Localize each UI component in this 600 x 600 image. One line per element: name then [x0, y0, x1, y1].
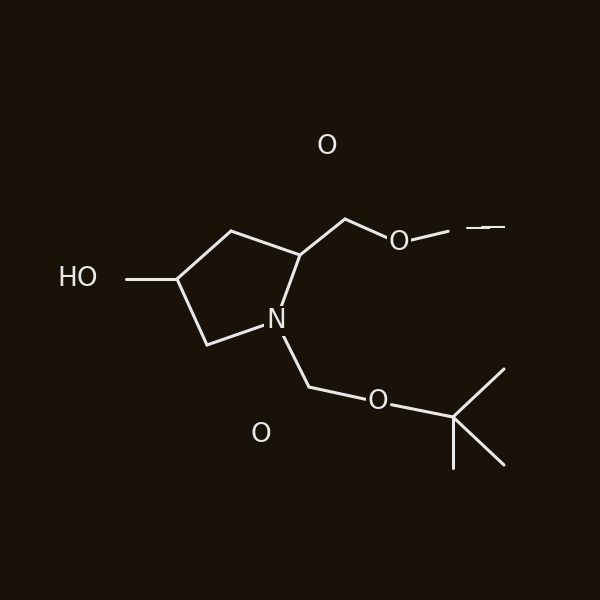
Text: HO: HO — [57, 266, 98, 292]
Text: O: O — [389, 230, 409, 256]
Text: —: — — [480, 214, 506, 241]
Text: O: O — [251, 422, 271, 448]
Text: O: O — [368, 389, 388, 415]
Text: O: O — [368, 389, 388, 415]
Text: O: O — [251, 422, 271, 448]
Text: O: O — [317, 134, 337, 160]
Text: N: N — [266, 308, 286, 334]
Text: N: N — [266, 308, 286, 334]
Text: —: — — [465, 215, 491, 241]
Text: O: O — [389, 230, 409, 256]
Text: O: O — [317, 134, 337, 160]
Text: HO: HO — [57, 266, 98, 292]
Text: —: — — [480, 214, 506, 241]
